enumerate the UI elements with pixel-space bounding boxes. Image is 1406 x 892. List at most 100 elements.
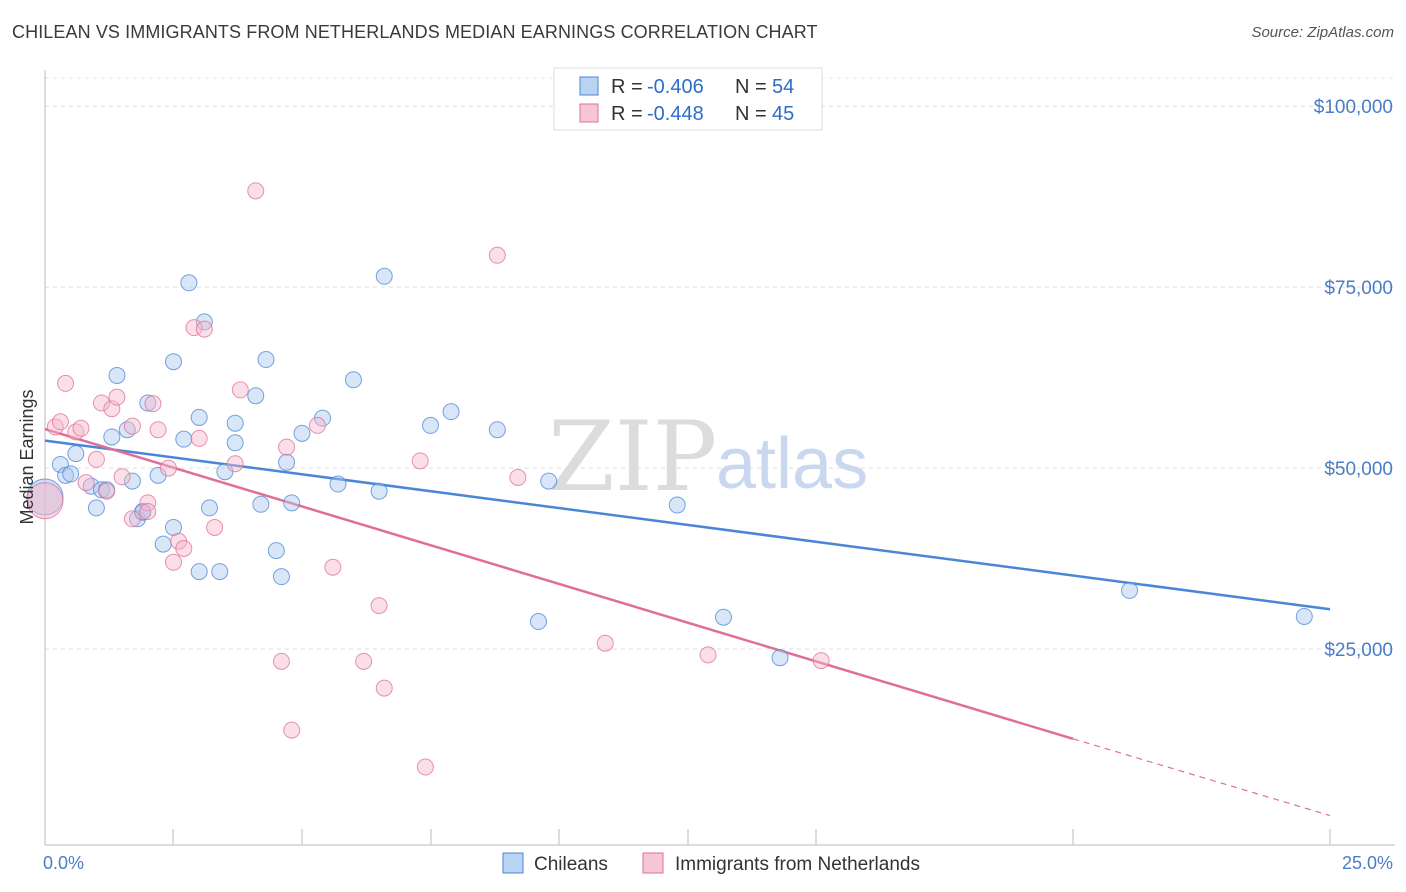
chileans-point <box>200 499 218 517</box>
chileans-point <box>714 608 732 626</box>
y-tick-label: $100,000 <box>1314 97 1393 118</box>
chileans-point <box>344 371 362 389</box>
netherlands-point <box>375 679 393 697</box>
chileans-point <box>272 568 290 586</box>
chileans-point <box>422 416 439 434</box>
netherlands-point <box>370 597 388 615</box>
bottom-legend: Chileans Immigrants from Netherlands <box>502 852 920 875</box>
y-axis-label: Median Earnings <box>17 389 37 524</box>
x-tick-label-start: 0.0% <box>43 853 84 873</box>
netherlands-point <box>272 652 290 670</box>
y-tick-labels: $25,000 $50,000 $75,000 $100,000 <box>1314 97 1393 661</box>
x-tick-label-end: 25.0% <box>1342 853 1393 873</box>
legend-box <box>553 67 823 131</box>
netherlands-point <box>509 469 527 487</box>
netherlands-point <box>57 374 75 392</box>
y-tick-label: $25,000 <box>1324 640 1393 661</box>
chileans-point <box>293 424 311 442</box>
chileans-point <box>247 387 265 405</box>
netherlands-point <box>206 518 224 536</box>
bottom-legend-label-chileans: Chileans <box>534 854 608 875</box>
chileans-point <box>190 408 208 426</box>
legend-r-label-2: R = <box>611 103 643 125</box>
netherlands-point <box>190 429 208 447</box>
netherlands-point <box>159 459 177 477</box>
chileans-point <box>134 503 152 521</box>
chileans-point <box>375 267 393 285</box>
netherlands-point <box>596 634 614 652</box>
y-tick-label: $50,000 <box>1324 459 1393 480</box>
chileans-point <box>195 313 213 331</box>
netherlands-point <box>231 381 249 399</box>
bottom-legend-swatch-netherlands <box>642 852 664 874</box>
netherlands-point <box>144 395 162 413</box>
chileans-point <box>165 353 182 371</box>
watermark: ZIP atlas <box>548 401 868 513</box>
netherlands-point <box>46 418 64 436</box>
netherlands-point <box>165 553 182 571</box>
chileans-point <box>211 563 229 581</box>
chileans-point <box>180 274 198 292</box>
legend-n-value-2: 45 <box>772 103 794 125</box>
netherlands-point <box>355 652 373 670</box>
chileans-point <box>226 434 244 452</box>
netherlands-trend-line <box>44 427 1074 740</box>
legend-r-value-2: -0.448 <box>647 103 704 125</box>
netherlands-point <box>123 417 141 435</box>
chileans-point <box>67 445 85 463</box>
netherlands-point <box>812 652 830 670</box>
chileans-trend-line <box>44 439 1331 611</box>
watermark-atlas: atlas <box>716 424 868 504</box>
grid-lines <box>45 77 1395 650</box>
x-tick-labels: 0.0% 25.0% <box>43 853 1393 873</box>
chileans-point <box>278 453 296 471</box>
chileans-point <box>257 351 275 369</box>
netherlands-trend-extension <box>1072 738 1331 817</box>
chileans-point <box>108 366 126 384</box>
netherlands-point <box>87 450 105 468</box>
chileans-point <box>488 421 506 439</box>
bottom-legend-label-netherlands: Immigrants from Netherlands <box>675 854 920 875</box>
chileans-point <box>62 465 80 483</box>
netherlands-point <box>411 452 429 470</box>
chileans-point <box>190 563 208 581</box>
chileans-point <box>529 613 547 631</box>
netherlands-point <box>699 646 717 664</box>
netherlands-point <box>139 503 157 521</box>
chileans-point <box>103 428 121 446</box>
data-points <box>26 182 1313 776</box>
netherlands-point <box>195 320 213 338</box>
bottom-legend-swatch-chileans <box>502 852 524 874</box>
netherlands-point <box>283 721 301 739</box>
chileans-point <box>267 542 285 560</box>
chileans-point <box>668 496 686 514</box>
axes <box>44 70 1395 846</box>
netherlands-point <box>77 474 95 492</box>
netherlands-point <box>247 182 265 200</box>
trend-lines <box>44 427 1331 817</box>
netherlands-point <box>72 419 90 437</box>
chart-title: CHILEAN VS IMMIGRANTS FROM NETHERLANDS M… <box>12 22 818 42</box>
netherlands-point <box>226 455 244 473</box>
legend-n-label-2: N = <box>735 103 767 125</box>
netherlands-point <box>113 468 131 486</box>
netherlands-point <box>93 394 111 412</box>
netherlands-point <box>98 482 116 500</box>
legend-n-label-1: N = <box>735 76 767 98</box>
top-legend: R = -0.406 N = 54 R = -0.448 N = 45 <box>553 67 823 131</box>
chileans-point <box>1295 607 1313 625</box>
netherlands-point <box>108 388 126 406</box>
netherlands-point <box>308 416 326 434</box>
netherlands-point <box>175 539 193 557</box>
netherlands-point <box>149 421 167 439</box>
legend-r-value-1: -0.406 <box>647 76 704 98</box>
netherlands-point <box>26 482 64 520</box>
netherlands-point <box>416 758 434 776</box>
chileans-point <box>87 499 105 517</box>
legend-swatch-netherlands <box>579 103 599 123</box>
netherlands-point <box>488 246 506 264</box>
netherlands-point <box>324 558 342 576</box>
netherlands-point <box>51 413 69 431</box>
chileans-point <box>442 403 460 421</box>
